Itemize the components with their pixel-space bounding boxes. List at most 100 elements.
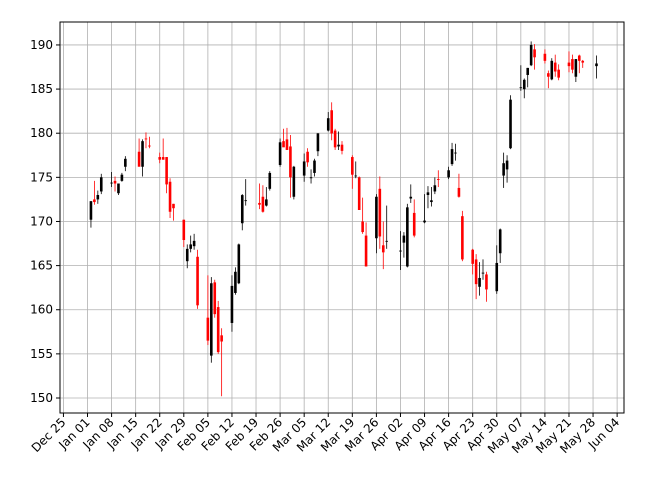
plot-frame (59, 21, 625, 414)
candle-body (557, 69, 560, 78)
y-tick-label: 160 (30, 303, 53, 317)
candle-body (337, 144, 340, 147)
candle-body (340, 144, 344, 151)
candle-body (436, 179, 440, 180)
candle-body (237, 244, 241, 284)
candle-body (289, 146, 292, 178)
candle-body (309, 177, 313, 179)
candle-body (302, 161, 306, 176)
candle-body (137, 151, 141, 167)
candle-body (168, 181, 172, 212)
candle-body (509, 99, 512, 149)
candle-body (316, 133, 320, 152)
candle-body (426, 192, 430, 195)
candle-body (306, 151, 309, 163)
candle-body (89, 201, 93, 220)
candle-body (206, 317, 210, 341)
y-tick-label: 170 (30, 214, 53, 228)
candle-body (433, 185, 437, 192)
candle-body (375, 196, 378, 239)
candle-body (148, 145, 151, 147)
candle-body (381, 245, 385, 253)
candle-body (577, 55, 581, 61)
candle-body (213, 282, 217, 315)
candle-body (385, 240, 389, 242)
candle-body (234, 271, 237, 293)
candle-body (412, 212, 416, 236)
candle-body (99, 177, 103, 192)
candle-body (409, 196, 413, 199)
candle-body (447, 170, 450, 178)
candle-body (326, 118, 330, 131)
candle-body (96, 194, 100, 200)
y-tick-label: 185 (30, 82, 53, 96)
candle-body (581, 60, 585, 63)
candle-body (240, 195, 244, 224)
candle-body (141, 141, 144, 167)
candle-body (165, 157, 168, 185)
candle-body (474, 259, 478, 285)
candle-body (172, 203, 175, 209)
y-tick-label: 155 (30, 347, 53, 361)
y-tick-label: 165 (30, 259, 53, 273)
candle-body (595, 63, 598, 67)
candle-body (258, 202, 261, 205)
candle-body (543, 53, 547, 61)
candle-body (481, 272, 485, 274)
y-tick-label: 150 (30, 391, 53, 405)
candle-body (550, 60, 554, 80)
candle-body (529, 44, 533, 66)
candle-body (292, 166, 296, 197)
y-tick-label: 175 (30, 170, 53, 184)
candle-body (547, 73, 550, 77)
candle-body (571, 59, 574, 70)
candle-body (333, 130, 337, 148)
candle-body (361, 221, 364, 233)
candle-body (210, 283, 213, 356)
candle-body (313, 160, 316, 173)
candle-body (244, 200, 248, 202)
candle-body (354, 175, 358, 177)
candle-body (185, 248, 189, 262)
candle-body (158, 157, 162, 160)
candle-body (330, 110, 333, 134)
candle-body (196, 256, 199, 306)
candle-body (230, 285, 234, 323)
candle-body (526, 67, 530, 75)
candle-body (351, 157, 354, 175)
candle-body (192, 240, 196, 247)
candle-body (124, 158, 127, 167)
candle-body (268, 172, 272, 189)
candle-body (471, 249, 474, 264)
candle-body (161, 157, 165, 160)
candle-body (450, 149, 454, 165)
candle-body (220, 335, 223, 342)
candle-body (189, 244, 192, 249)
candle-body (216, 307, 220, 353)
candle-body (93, 199, 96, 203)
candle-body (399, 250, 402, 252)
candle-body (357, 177, 361, 210)
candle-body (182, 219, 186, 241)
candle-body (522, 79, 526, 90)
candle-body (144, 138, 148, 140)
candle-body (285, 139, 289, 150)
candle-body (120, 174, 124, 181)
candle-body (454, 152, 457, 154)
candle-body (402, 235, 406, 243)
candle-body (505, 160, 509, 170)
candle-body (110, 182, 113, 184)
candle-body (495, 262, 499, 292)
candle-body (265, 199, 268, 206)
candle-body (457, 187, 461, 197)
candle-body (519, 87, 523, 89)
y-tick-label: 180 (30, 126, 53, 140)
candle-body (553, 62, 557, 72)
y-tick-label: 190 (30, 38, 53, 52)
candle-body (117, 183, 120, 194)
candle-body (502, 163, 505, 176)
candle-body (364, 235, 368, 267)
candle-body (261, 196, 265, 212)
